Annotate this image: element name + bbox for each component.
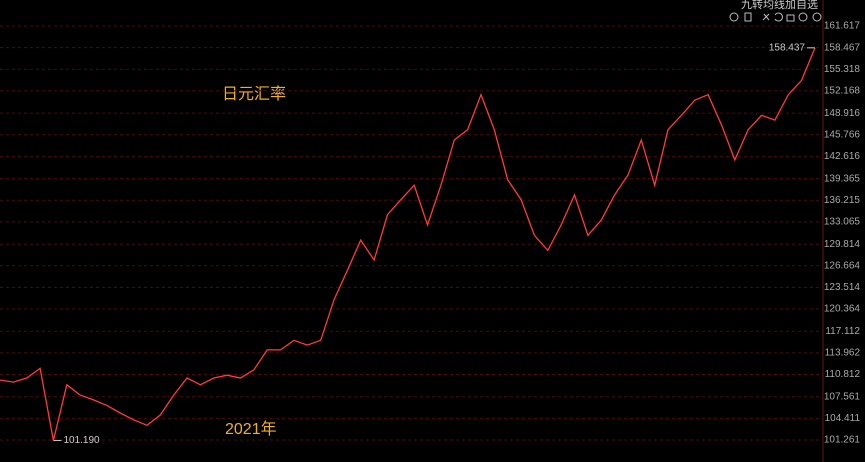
y-tick-label: 126.664 <box>824 260 861 271</box>
chart-title: 日元汇率 <box>222 85 286 103</box>
zoom-in-icon[interactable] <box>798 12 808 22</box>
y-tick-label: 136.215 <box>824 195 861 206</box>
lock-icon[interactable] <box>786 14 795 22</box>
y-tick-label: 117.112 <box>825 326 860 337</box>
low-label: 101.190 <box>63 435 100 446</box>
y-tick-label: 161.617 <box>824 21 861 32</box>
toolbar-item[interactable]: 加自选 <box>785 0 818 11</box>
eye-icon[interactable] <box>729 12 739 22</box>
y-tick-label: 152.168 <box>824 85 861 96</box>
toolbar-icons <box>729 12 822 22</box>
y-tick-label: 155.318 <box>824 64 861 75</box>
cut-icon[interactable] <box>762 13 770 21</box>
y-tick-label: 120.364 <box>824 304 861 315</box>
toolbar-item[interactable]: 均线 <box>763 0 785 11</box>
y-tick-label: 107.561 <box>824 391 861 402</box>
undo-icon[interactable] <box>774 12 783 22</box>
high-label: 158.437 <box>769 42 806 53</box>
y-tick-label: 101.261 <box>824 435 861 446</box>
toolbar-item[interactable]: 九转 <box>741 0 763 11</box>
y-tick-label: 110.812 <box>825 369 861 380</box>
y-tick-label: 133.065 <box>824 216 861 227</box>
y-tick-label: 129.814 <box>824 239 861 250</box>
y-tick-label: 142.616 <box>824 151 861 162</box>
y-tick-label: 145.766 <box>824 129 861 140</box>
y-tick-label: 139.365 <box>824 173 861 184</box>
hand-icon[interactable] <box>744 12 752 22</box>
price-line <box>0 47 816 441</box>
y-tick-label: 113.962 <box>825 348 861 359</box>
y-tick-label: 104.411 <box>825 413 861 424</box>
annotation: 2021年 <box>225 420 277 438</box>
y-tick-label: 123.514 <box>824 282 861 293</box>
zoom-out-icon[interactable] <box>812 12 822 22</box>
y-tick-label: 148.916 <box>824 108 861 119</box>
y-tick-label: 158.467 <box>824 42 861 53</box>
